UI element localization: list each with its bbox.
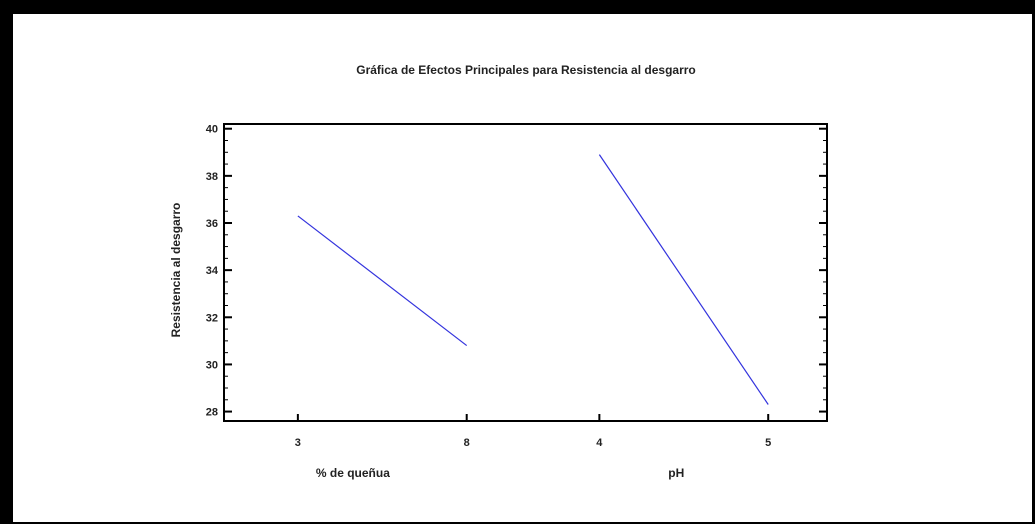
plot-area-border — [223, 123, 828, 422]
chart-title: Gráfica de Efectos Principales para Resi… — [356, 63, 696, 77]
factor-label: pH — [668, 466, 684, 480]
x-tick-label: 8 — [464, 437, 470, 449]
y-tick-label: 28 — [206, 407, 218, 419]
x-tick-label: 4 — [596, 437, 603, 449]
y-tick-label: 30 — [206, 359, 218, 371]
y-axis-label: Resistencia al desgarro — [169, 203, 183, 338]
y-tick-label: 34 — [206, 265, 219, 277]
effect-line-2 — [598, 154, 769, 405]
x-tick-label: 3 — [295, 437, 301, 449]
effect-line-1 — [297, 215, 468, 347]
y-tick-label: 40 — [206, 124, 218, 136]
factor-label: % de queñua — [316, 466, 390, 480]
series-group — [297, 154, 769, 405]
y-tick-label: 36 — [206, 218, 218, 230]
y-tick-label: 32 — [206, 312, 218, 324]
y-tick-label: 38 — [206, 171, 218, 183]
x-tick-label: 5 — [765, 437, 771, 449]
